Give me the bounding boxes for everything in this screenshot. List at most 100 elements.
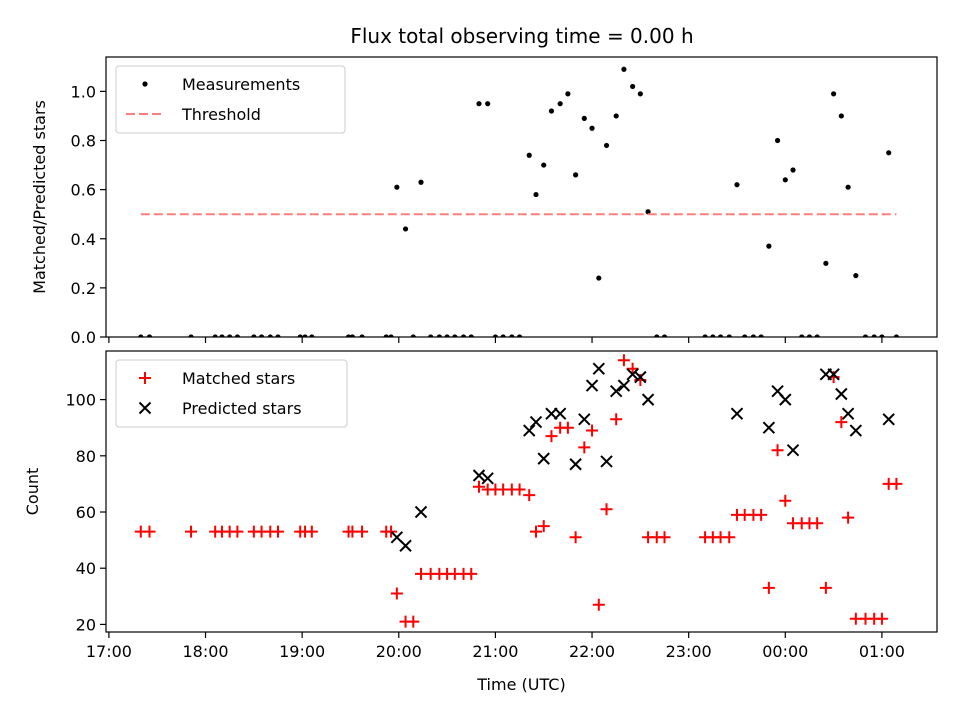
matched-star-point xyxy=(523,489,536,502)
measurement-point xyxy=(359,334,365,337)
matched-star-point xyxy=(529,525,542,538)
matched-star-point xyxy=(407,615,420,628)
panel-top: 0.0 0.2 0.4 0.6 0.8 1.0 Matched/Predicted star… xyxy=(30,56,938,347)
legend-label: Measurements xyxy=(182,75,300,94)
measurement-point xyxy=(621,66,627,72)
measurement-point xyxy=(349,334,356,337)
measurement-point xyxy=(589,125,595,131)
measurement-point xyxy=(146,334,153,337)
matched-star-point xyxy=(390,587,403,600)
predicted-star-point xyxy=(537,452,550,465)
predicted-star-point xyxy=(641,393,655,406)
measurement-point xyxy=(758,334,764,337)
predicted-star-point xyxy=(762,421,776,434)
matched-star-point xyxy=(610,413,623,426)
predicted-star-point xyxy=(592,362,606,375)
measurement-point xyxy=(345,334,352,337)
predicted-star-point xyxy=(730,407,744,420)
predicted-star-point xyxy=(827,368,840,381)
legend: Measurements Threshold xyxy=(115,65,346,134)
matched-star-point xyxy=(600,503,613,516)
predicted-star-point xyxy=(529,415,543,429)
matched-star-point xyxy=(842,511,855,524)
measurement-point xyxy=(444,334,450,337)
y-tick-label: 20 xyxy=(76,615,96,634)
predicted-star-point xyxy=(849,424,863,437)
predicted-star-point xyxy=(835,387,848,401)
matched-star-point xyxy=(465,567,478,580)
measurement-point xyxy=(853,272,859,279)
measurement-point xyxy=(452,334,458,337)
y-tick-label: 40 xyxy=(76,559,96,578)
measurement-point xyxy=(383,334,389,337)
measurement-point xyxy=(212,334,218,337)
measurement-point xyxy=(500,334,506,337)
predicted-star-point xyxy=(634,370,647,384)
measurement-point xyxy=(533,191,539,198)
matched-star-point xyxy=(472,480,485,493)
predicted-star-point xyxy=(585,379,599,392)
matched-star-point xyxy=(835,416,848,429)
measurement-point xyxy=(702,334,708,337)
legend-box xyxy=(115,65,346,134)
measurement-point xyxy=(428,334,434,337)
measurement-point xyxy=(418,179,424,185)
measurement-point xyxy=(726,334,732,337)
measurement-point xyxy=(565,91,571,97)
measurement-point xyxy=(267,334,273,337)
chart-title: Flux total observing time = 0.00 h xyxy=(350,24,693,48)
measurement-point xyxy=(275,334,281,337)
matched-star-point xyxy=(626,362,639,375)
matched-star-point xyxy=(143,525,156,538)
measurement-point xyxy=(871,334,877,337)
measurement-point xyxy=(581,115,587,122)
matched-star-point xyxy=(875,612,888,625)
measurement-point xyxy=(654,334,660,337)
measurement-point xyxy=(227,334,233,337)
measurement-point xyxy=(893,334,900,337)
matched-star-point xyxy=(356,525,369,538)
matched-star-point xyxy=(578,441,591,454)
measurement-point xyxy=(603,142,610,149)
measurement-point xyxy=(251,334,257,337)
predicted-star-point xyxy=(472,469,486,482)
y-tick-label: 0.2 xyxy=(71,279,96,298)
measurement-point xyxy=(661,334,668,337)
measurement-point xyxy=(309,334,315,337)
measurement-point xyxy=(710,334,716,337)
legend-label: Predicted stars xyxy=(182,399,302,418)
matched-star-point xyxy=(385,525,398,538)
matched-star-point xyxy=(561,421,574,434)
measurement-point xyxy=(613,113,619,119)
measurement-point xyxy=(630,83,636,90)
x-tick-label: 21:00 xyxy=(472,642,518,661)
matched-star-point xyxy=(779,494,792,507)
matched-star-point xyxy=(545,430,558,443)
predicted-star-point xyxy=(841,407,855,420)
legend-label: Matched stars xyxy=(182,369,295,388)
measurement-point xyxy=(806,334,813,337)
measurement-point xyxy=(476,101,482,107)
matched-star-point xyxy=(586,424,599,437)
legend-handle xyxy=(142,81,148,87)
measurement-point xyxy=(717,334,724,337)
measurement-point xyxy=(468,334,474,337)
x-axis-label: Time (UTC) xyxy=(476,675,565,694)
y-tick-label: 0.4 xyxy=(71,230,96,249)
axes-frame xyxy=(105,350,938,633)
measurement-point xyxy=(734,182,740,188)
matched-star-point xyxy=(231,525,244,538)
matched-star-point xyxy=(305,525,318,538)
matched-star-point xyxy=(271,525,284,538)
matched-star-point xyxy=(569,531,582,544)
legend-handle xyxy=(139,372,151,384)
measurement-point xyxy=(492,334,499,337)
measurement-point xyxy=(402,226,409,232)
predicted-star-point xyxy=(626,368,639,381)
measurement-point xyxy=(823,260,829,266)
y-tick-label: 1.0 xyxy=(71,82,96,101)
measurement-point xyxy=(750,334,757,337)
measurement-point xyxy=(509,334,515,337)
measurement-point xyxy=(388,334,394,337)
